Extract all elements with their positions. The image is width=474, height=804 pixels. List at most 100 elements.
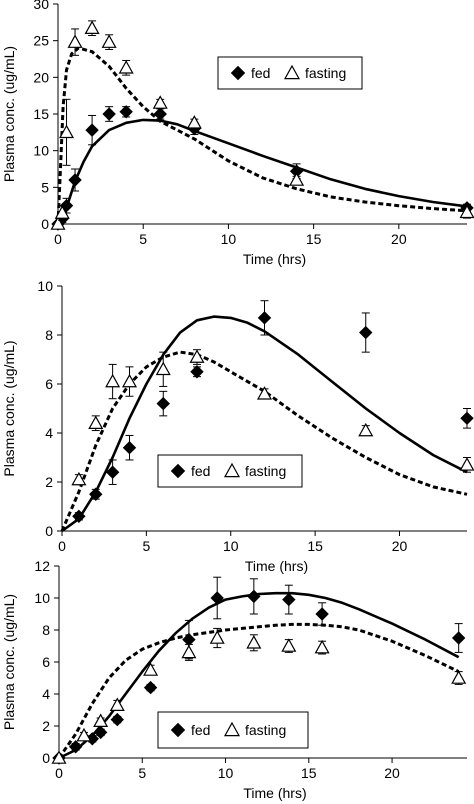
chart-panel-3: 0 2 4 6 8 10 12 0 5 10 15 20 Time (hrs) Plasma conc. … [1, 558, 467, 801]
fed-point [190, 365, 204, 379]
y-tick-label: 0 [45, 523, 53, 539]
fed-point [110, 712, 124, 727]
y-tick-label: 10 [34, 590, 50, 606]
fasting-point [256, 386, 273, 400]
fasting-point [54, 205, 70, 219]
fasting-model-curve [56, 46, 468, 225]
fasting-point [314, 639, 330, 654]
fasting-point [186, 115, 202, 129]
fed-point [315, 607, 329, 621]
legend-fasting-label: fasting [305, 65, 346, 81]
x-tick-label: 20 [392, 538, 408, 554]
y-tick-label: 8 [42, 622, 50, 638]
legend-fed-marker [170, 722, 186, 738]
fasting-point [118, 60, 134, 74]
x-tick-label: 10 [223, 538, 239, 554]
fed-point [59, 198, 74, 213]
y-tick-label: 6 [42, 654, 50, 670]
x-tick-label: 10 [218, 765, 234, 781]
fasting-series [51, 627, 467, 764]
fasting-point [459, 204, 474, 219]
fasting-point [51, 750, 67, 764]
x-tick-label: 20 [384, 765, 400, 781]
fed-point [105, 465, 120, 479]
y-tick-label: 12 [34, 558, 50, 574]
fasting-point [246, 635, 262, 649]
fed-point [257, 311, 272, 325]
y-tick-label: 8 [45, 327, 53, 343]
legend-fasting-marker [223, 721, 241, 737]
fasting-model-curve [57, 622, 460, 759]
y-tick-label: 2 [45, 474, 53, 490]
y-tick-label: 4 [42, 686, 50, 702]
fasting-point [109, 697, 125, 712]
y-tick-label: 0 [42, 750, 50, 766]
x-tick-label: 10 [221, 231, 237, 247]
fasting-point [88, 415, 104, 429]
fed-point [282, 592, 296, 607]
legend: fed fasting [217, 56, 363, 90]
fasting-point [93, 713, 109, 728]
x-axis-title: Time (hrs) [245, 558, 308, 574]
y-tick-label: 10 [37, 278, 53, 294]
fed-point [210, 591, 224, 605]
fed-point [72, 509, 86, 524]
y-tick-label: 4 [45, 425, 53, 441]
fasting-point [459, 457, 474, 471]
fed-point [119, 105, 133, 119]
x-tick-label: 5 [142, 538, 150, 554]
legend-fed-marker [230, 65, 246, 81]
y-axis-title: Plasma conc. (ug/mL) [1, 46, 17, 182]
y-tick-label: 20 [33, 69, 49, 85]
y-tick-label: 2 [42, 718, 50, 734]
legend: fed fasting [157, 711, 309, 749]
fasting-point [67, 34, 83, 48]
fasting-model-curve [60, 350, 468, 532]
fasting-point [105, 373, 121, 388]
fasting-point [152, 95, 168, 109]
fed-point [89, 487, 103, 501]
legend-fed-marker [170, 463, 186, 479]
x-tick-label: 0 [55, 765, 63, 781]
chart-panel-1: 0 5 10 15 20 25 30 0 5 10 15 20 Time (hrs) Plasma con… [1, 0, 474, 267]
fed-point [460, 411, 474, 426]
y-tick-label: 25 [33, 33, 49, 49]
x-tick-label: 5 [139, 231, 147, 247]
y-axis-title: Plasma conc. (ug/mL) [1, 594, 17, 730]
fed-point [359, 325, 373, 340]
y-tick-label: 10 [33, 143, 49, 159]
x-tick-label: 0 [58, 538, 66, 554]
fed-series [51, 105, 474, 231]
fasting-point [101, 34, 117, 48]
legend-fasting-label: fasting [245, 722, 286, 738]
fed-point [68, 740, 83, 754]
fed-point [143, 680, 158, 695]
fed-point [93, 725, 108, 740]
fasting-point [181, 644, 197, 659]
x-tick-label: 0 [54, 231, 62, 247]
fasting-point [71, 471, 87, 486]
fasting-series [50, 20, 474, 230]
fasting-point [155, 361, 171, 376]
legend-fasting-marker [223, 462, 241, 478]
x-tick-label: 15 [301, 765, 317, 781]
fed-point [451, 631, 466, 645]
fasting-point [121, 373, 138, 388]
fed-point [247, 589, 261, 604]
fasting-series [71, 349, 474, 486]
y-tick-label: 0 [41, 216, 49, 232]
fed-point [182, 632, 196, 647]
fed-point [102, 107, 116, 121]
x-axis-title: Time (hrs) [243, 251, 306, 267]
y-tick-label: 6 [45, 376, 53, 392]
y-tick-label: 5 [41, 179, 49, 195]
fed-point [85, 123, 99, 137]
fasting-point [84, 20, 100, 35]
fed-point [156, 396, 170, 411]
legend-fasting-marker [283, 64, 301, 80]
x-tick-label: 15 [307, 538, 323, 554]
legend-fed-label: fed [251, 65, 270, 81]
x-tick-label: 20 [391, 231, 407, 247]
x-tick-label: 5 [138, 765, 146, 781]
